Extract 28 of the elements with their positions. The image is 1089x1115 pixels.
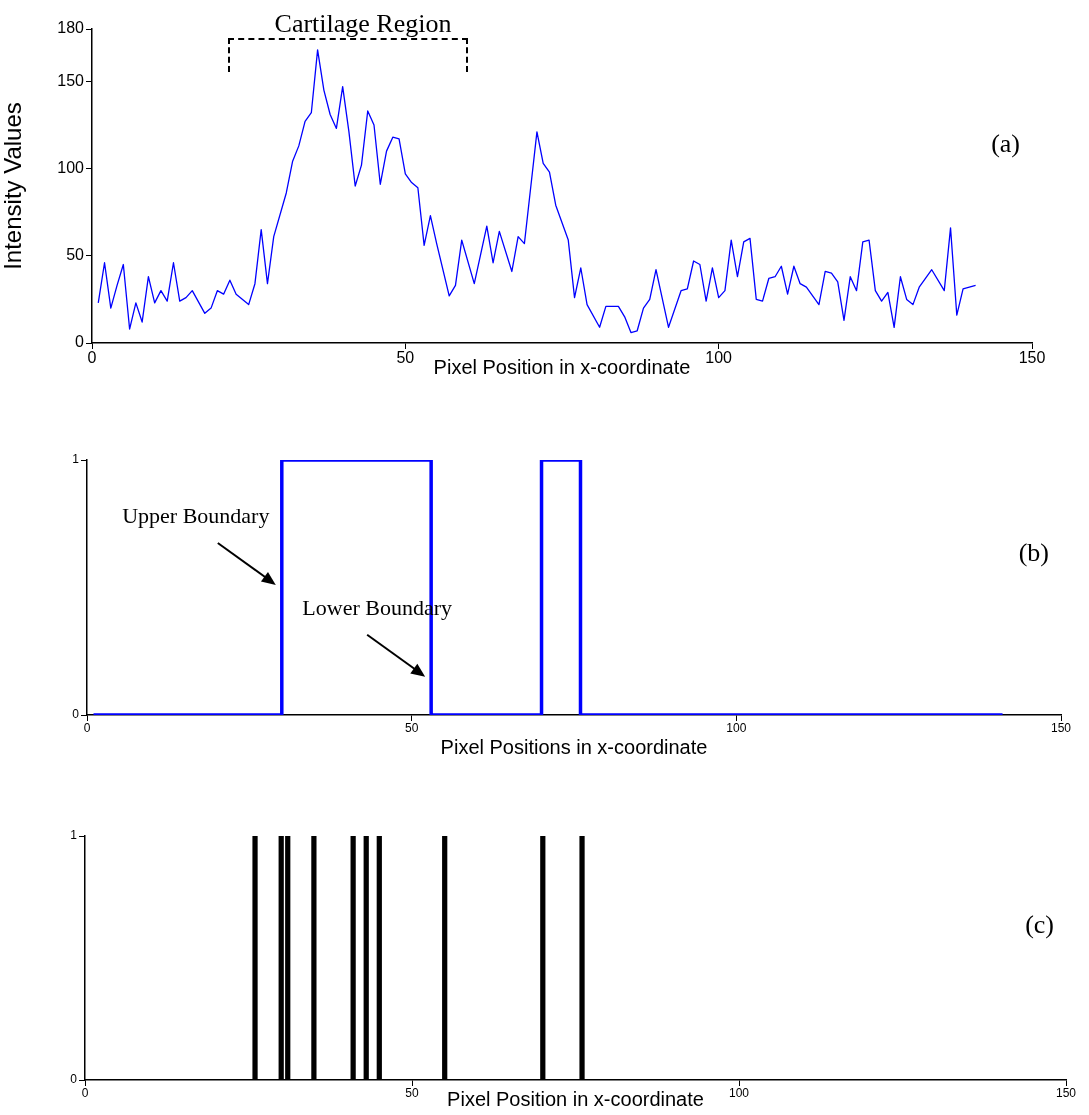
annotation: (a) bbox=[991, 129, 1020, 159]
x-tick-label: 50 bbox=[404, 720, 419, 735]
y-tick-label: 150 bbox=[57, 71, 85, 89]
x-tick-label: 100 bbox=[726, 720, 747, 735]
y-tick-label: 0 bbox=[75, 333, 85, 351]
x-tick-label: 50 bbox=[405, 1085, 419, 1100]
x-tick-label: 150 bbox=[1050, 720, 1072, 735]
y-tick-label: 0 bbox=[70, 1072, 78, 1087]
x-tick-label: 150 bbox=[1055, 1085, 1077, 1100]
y-axis-title: Intensity Values bbox=[0, 102, 27, 270]
x-tick-label: 100 bbox=[728, 1085, 750, 1100]
x-axis-title: Pixel Position in x-coordinate bbox=[447, 1087, 704, 1110]
x-axis-title: Pixel Positions in x-coordinate bbox=[440, 735, 708, 758]
x-axis-title: Pixel Position in x-coordinate bbox=[433, 355, 691, 378]
y-tick-label: 1 bbox=[72, 452, 80, 467]
annotation: (b) bbox=[1018, 538, 1049, 568]
x-tick-label: 50 bbox=[396, 349, 415, 367]
x-tick-label: 150 bbox=[1018, 349, 1046, 367]
y-tick-label: 180 bbox=[57, 19, 85, 37]
y-tick-label: 1 bbox=[70, 828, 78, 843]
annotation: Cartilage Region bbox=[274, 9, 452, 38]
x-tick-label: 100 bbox=[705, 349, 733, 367]
y-tick-label: 0 bbox=[72, 707, 80, 722]
annotation: Upper Boundary bbox=[122, 502, 270, 528]
x-tick-label: 0 bbox=[87, 349, 97, 367]
y-tick-label: 50 bbox=[66, 246, 85, 264]
y-tick-label: 100 bbox=[57, 158, 85, 176]
annotation: (c) bbox=[1025, 910, 1054, 940]
